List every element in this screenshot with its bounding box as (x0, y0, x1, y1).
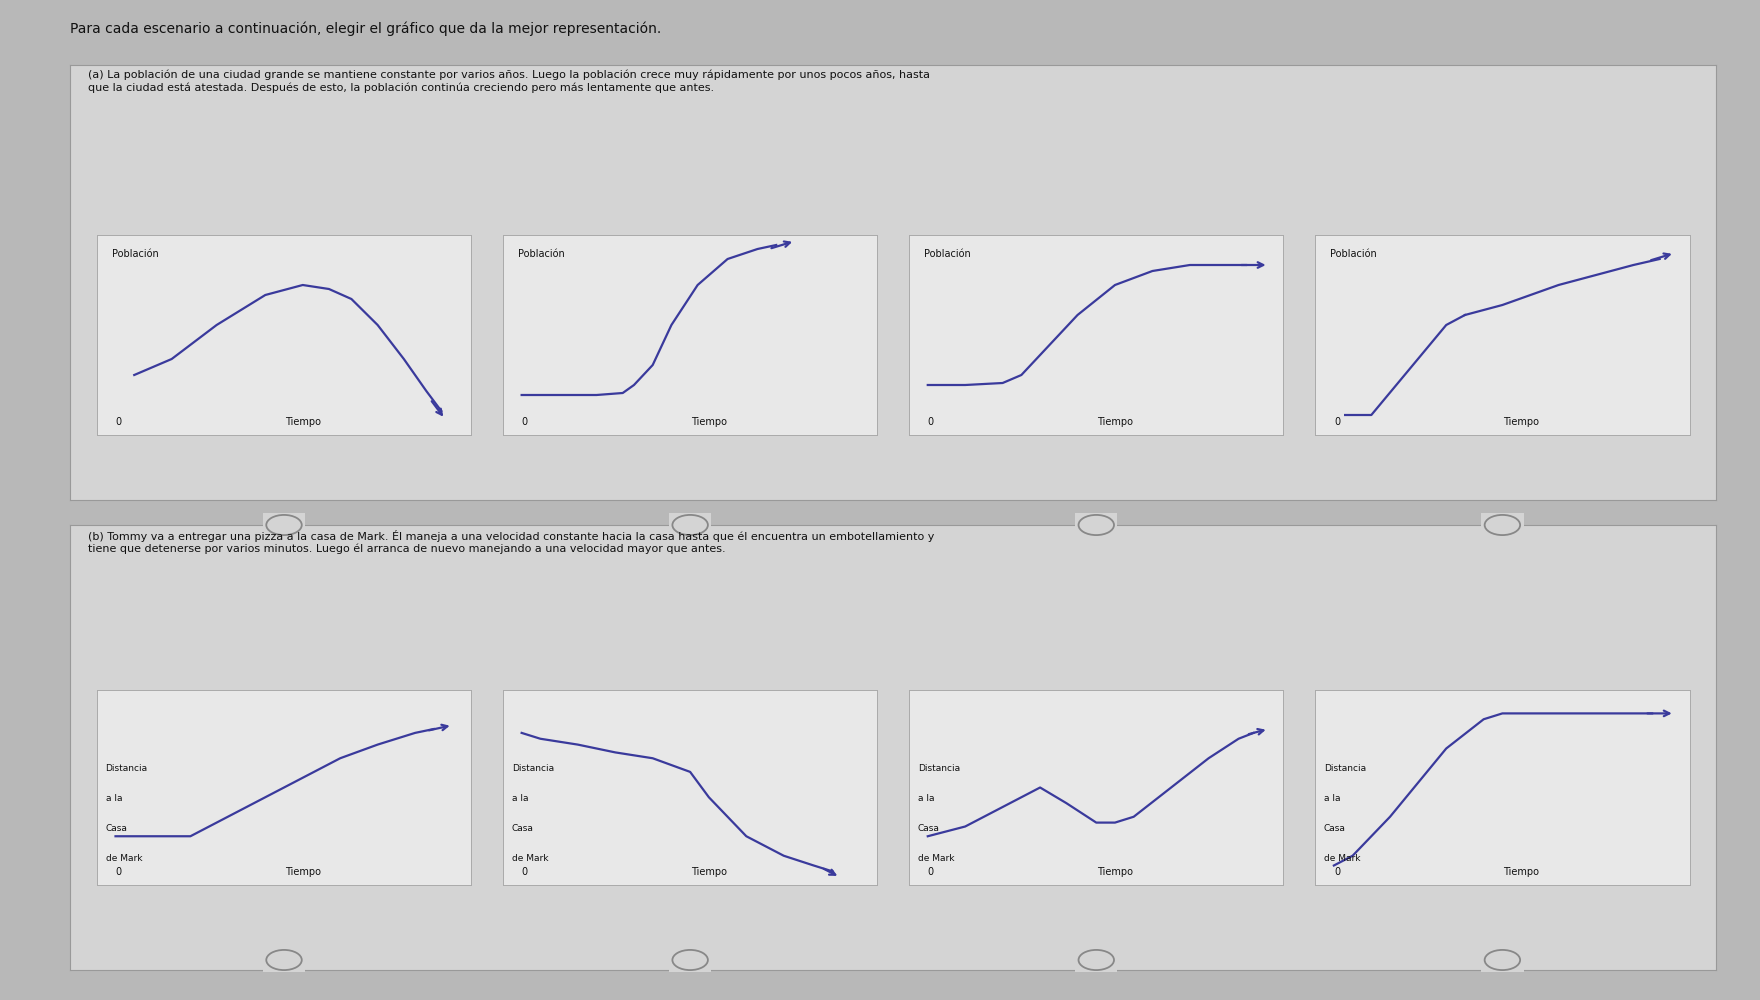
Text: a la: a la (919, 794, 935, 803)
Text: de Mark: de Mark (1324, 854, 1360, 863)
Text: 0: 0 (1334, 867, 1339, 877)
Text: Tiempo: Tiempo (1096, 867, 1133, 877)
Text: a la: a la (106, 794, 121, 803)
Text: 0: 0 (928, 867, 935, 877)
Text: Distancia: Distancia (919, 764, 959, 773)
Text: Población: Población (517, 249, 565, 259)
Text: Tiempo: Tiempo (692, 417, 727, 427)
Text: Casa: Casa (512, 824, 533, 833)
Text: de Mark: de Mark (106, 854, 143, 863)
Text: Población: Población (924, 249, 972, 259)
Text: Población: Población (1331, 249, 1376, 259)
Text: Distancia: Distancia (512, 764, 554, 773)
Text: (a) La población de una ciudad grande se mantiene constante por varios años. Lue: (a) La población de una ciudad grande se… (88, 70, 929, 93)
Text: Casa: Casa (1324, 824, 1346, 833)
Text: Distancia: Distancia (1324, 764, 1366, 773)
Text: Tiempo: Tiempo (1503, 867, 1538, 877)
Text: de Mark: de Mark (512, 854, 547, 863)
Text: 0: 0 (116, 867, 121, 877)
Text: (b) Tommy va a entregar una pizza a la casa de Mark. Él maneja a una velocidad c: (b) Tommy va a entregar una pizza a la c… (88, 530, 935, 554)
Text: a la: a la (1324, 794, 1341, 803)
Text: Casa: Casa (919, 824, 940, 833)
Text: de Mark: de Mark (919, 854, 954, 863)
Text: Población: Población (113, 249, 158, 259)
Text: 0: 0 (521, 417, 528, 427)
Text: Tiempo: Tiempo (1096, 417, 1133, 427)
Text: Tiempo: Tiempo (285, 867, 320, 877)
Text: Distancia: Distancia (106, 764, 148, 773)
Text: 0: 0 (928, 417, 935, 427)
Text: 0: 0 (116, 417, 121, 427)
Text: Casa: Casa (106, 824, 127, 833)
Text: Tiempo: Tiempo (692, 867, 727, 877)
Text: Para cada escenario a continuación, elegir el gráfico que da la mejor representa: Para cada escenario a continuación, eleg… (70, 22, 662, 36)
Text: Tiempo: Tiempo (1503, 417, 1538, 427)
Text: Tiempo: Tiempo (285, 417, 320, 427)
Text: 0: 0 (521, 867, 528, 877)
Text: a la: a la (512, 794, 528, 803)
Text: 0: 0 (1334, 417, 1339, 427)
